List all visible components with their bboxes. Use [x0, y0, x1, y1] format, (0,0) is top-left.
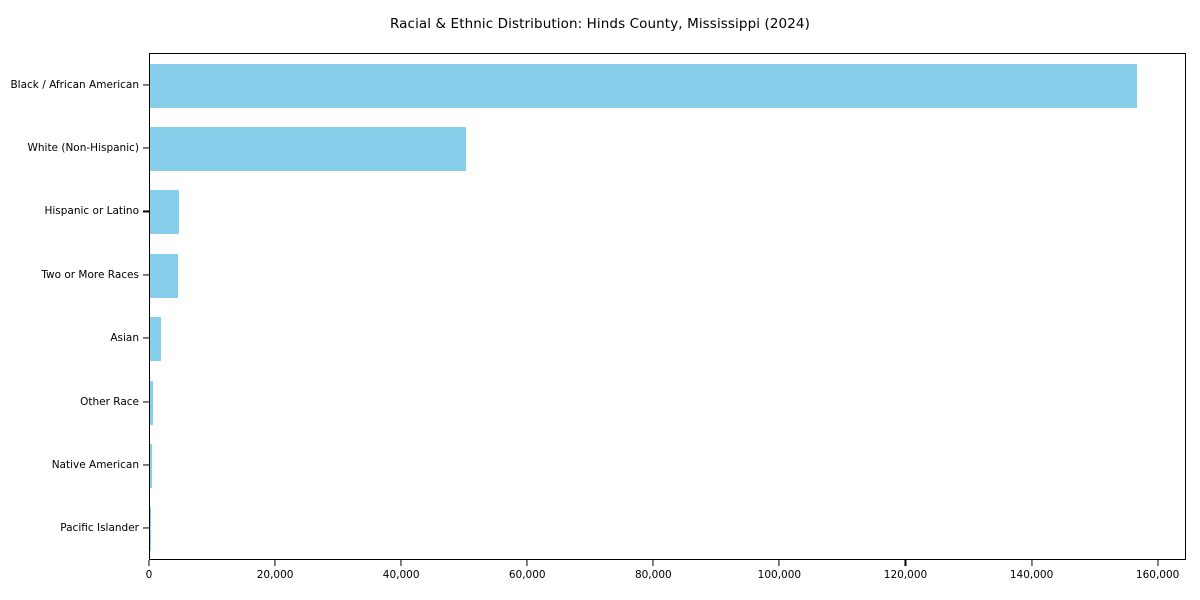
y-axis-tick-label: Pacific Islander — [60, 522, 139, 535]
y-axis-tick-mark — [143, 147, 149, 149]
y-axis-tick-mark — [143, 401, 149, 403]
bar — [150, 253, 179, 298]
x-axis-tick-label: 120,000 — [883, 569, 928, 581]
y-axis-tick-label: White (Non-Hispanic) — [27, 142, 139, 155]
y-axis-tick-mark — [143, 464, 149, 466]
y-axis-tick-label: Native American — [51, 458, 139, 471]
y-axis-tick-label: Asian — [110, 332, 139, 345]
x-axis-tick-label: 0 — [145, 569, 153, 581]
x-axis-tick-mark — [274, 560, 276, 566]
y-axis-tick-mark — [143, 274, 149, 276]
x-axis-tick-mark — [652, 560, 654, 566]
y-axis-tick-mark — [143, 210, 149, 212]
x-axis-tick-label: 20,000 — [256, 569, 294, 581]
y-axis-tick-mark — [143, 527, 149, 529]
x-axis-tick-label: 80,000 — [634, 569, 672, 581]
x-axis-tick-label: 160,000 — [1135, 569, 1180, 581]
x-axis-tick-mark — [1031, 560, 1033, 566]
y-axis-tick-mark — [143, 84, 149, 86]
bars-layer — [150, 54, 1185, 559]
x-axis-tick-label: 40,000 — [382, 569, 420, 581]
x-axis-tick-mark — [904, 560, 907, 566]
y-axis-tick-label: Black / African American — [10, 78, 139, 91]
x-axis-tick-mark — [148, 560, 150, 566]
y-axis-tick-label: Other Race — [80, 395, 139, 408]
plot-area — [149, 53, 1186, 560]
x-axis-tick-mark — [778, 560, 780, 566]
y-axis-tick-label: Hispanic or Latino — [44, 205, 139, 218]
bar — [150, 443, 153, 488]
bar — [150, 380, 154, 425]
bar — [150, 190, 179, 235]
y-axis-tick-label: Two or More Races — [41, 268, 139, 281]
x-axis-tick-label: 100,000 — [757, 569, 802, 581]
bar — [150, 507, 151, 552]
x-axis-tick-mark — [400, 560, 402, 566]
chart-title: Racial & Ethnic Distribution: Hinds Coun… — [390, 16, 810, 32]
bar — [150, 127, 467, 172]
y-axis-tick-mark — [143, 337, 149, 339]
bar — [150, 63, 1137, 108]
x-axis-tick-mark — [1157, 560, 1159, 566]
x-axis-tick-label: 140,000 — [1009, 569, 1054, 581]
x-axis-tick-mark — [526, 560, 528, 566]
bar — [150, 317, 162, 362]
x-axis-tick-label: 60,000 — [508, 569, 546, 581]
